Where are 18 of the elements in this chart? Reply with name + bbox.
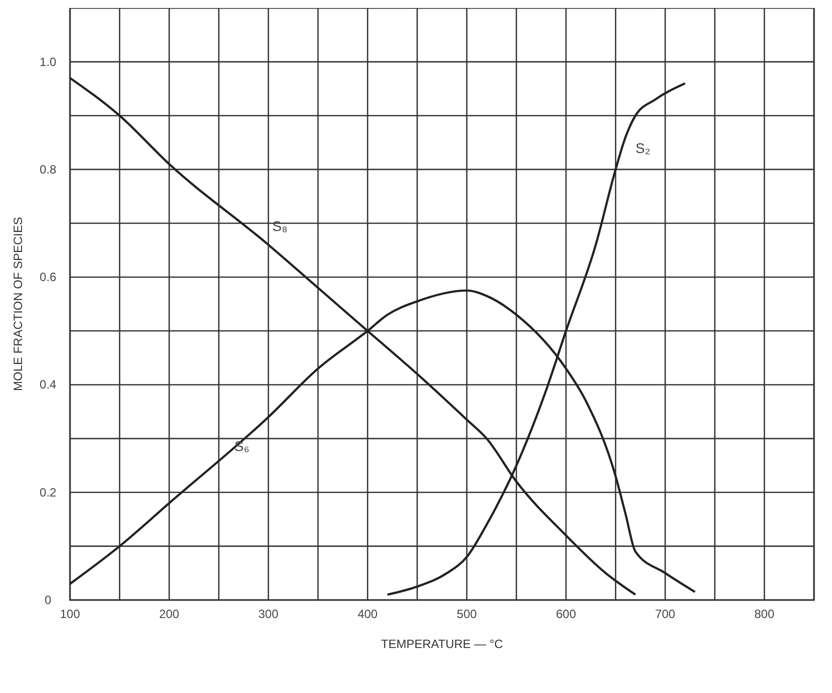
y-tick-label: 0.8	[40, 162, 57, 176]
y-tick-label: 0	[44, 593, 52, 607]
series-label: S₂	[636, 140, 650, 156]
x-tick-label: 800	[754, 607, 775, 621]
y-axis-title: MOLE FRACTION OF SPECIES	[11, 216, 25, 392]
series-label: S₆	[234, 438, 250, 454]
x-axis-title: TEMPERATURE — °C	[381, 637, 504, 651]
y-tick-label: 0.6	[40, 270, 57, 284]
y-tick-label: 0.4	[40, 378, 57, 392]
x-tick-label: 600	[556, 607, 576, 621]
x-tick-label: 300	[258, 607, 279, 621]
x-tick-label: 100	[60, 607, 80, 621]
x-tick-label: 700	[655, 607, 676, 621]
y-tick-label: 1.0	[40, 54, 57, 69]
x-tick-label: 200	[159, 607, 180, 621]
y-tick-label: 0.2	[40, 485, 57, 500]
x-tick-label: 400	[358, 607, 378, 621]
x-tick-label: 500	[456, 607, 478, 621]
